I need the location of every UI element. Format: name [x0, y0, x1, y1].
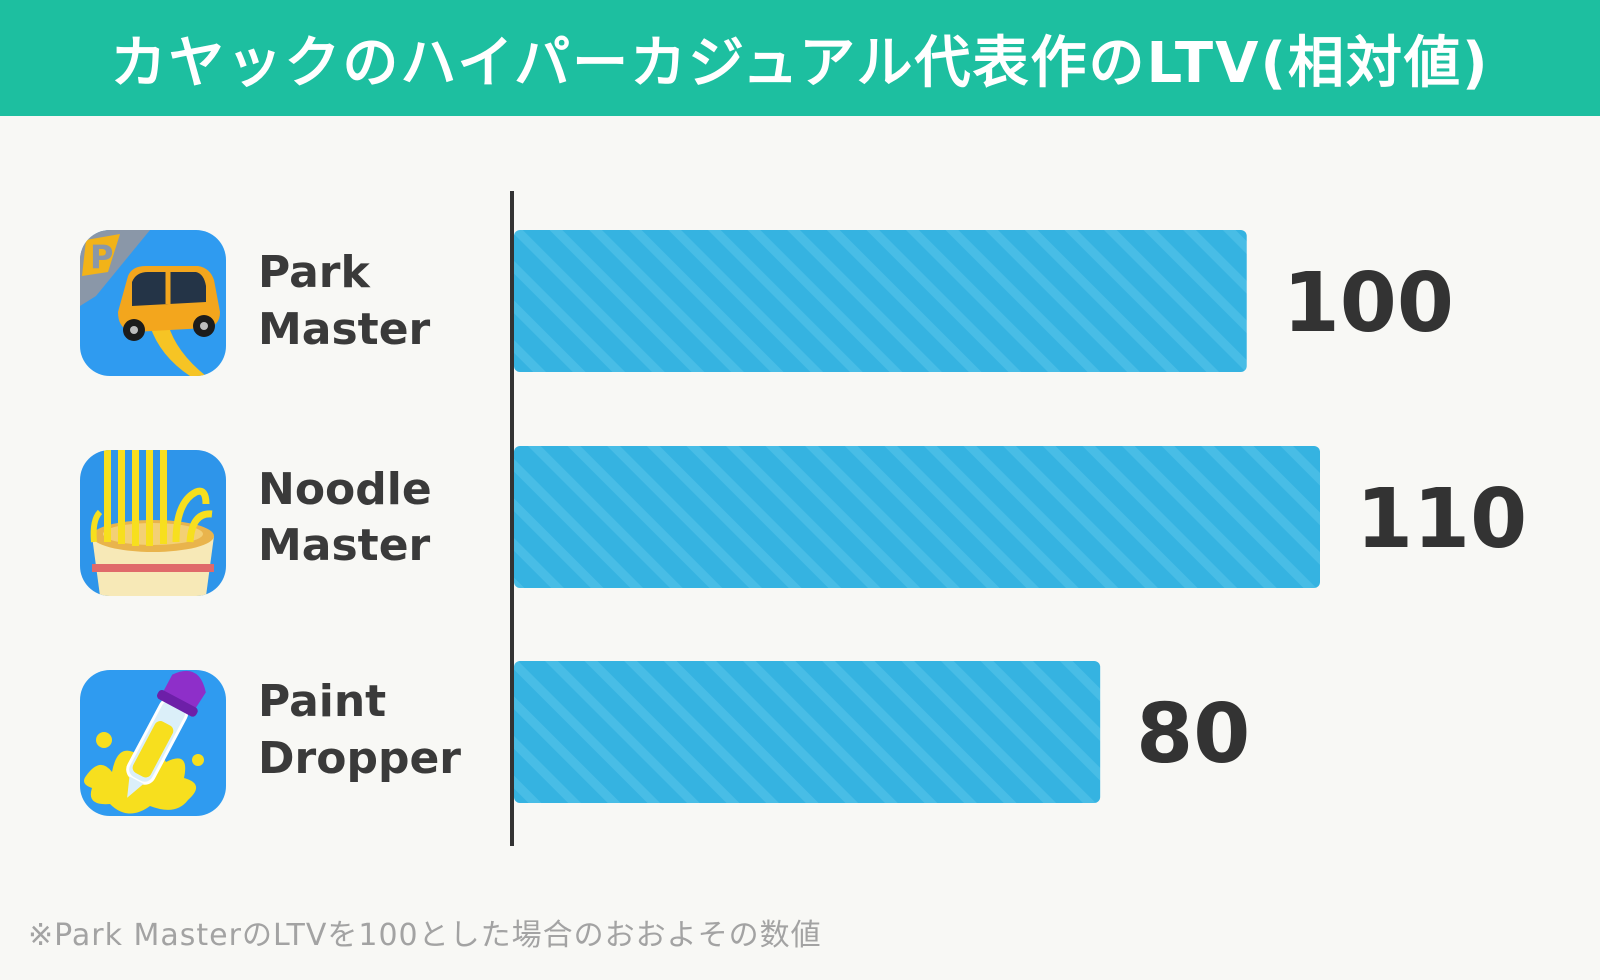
bars-layer: 100 110 80 [514, 230, 1527, 803]
bar-park-master [514, 230, 1247, 372]
bar-noodle-master [514, 446, 1320, 588]
bar-paint-dropper [514, 661, 1101, 803]
footnote: ※Park MasterのLTVを100とした場合のおおよその数値 [28, 918, 822, 953]
paint-dropper-app-icon [80, 670, 226, 816]
svg-text:P: P [90, 238, 113, 276]
car-parking-app-icon: P [80, 230, 226, 376]
bar-chart: P [80, 191, 1527, 846]
value-label-park-master: 100 [1283, 256, 1454, 351]
noodle-cup-app-icon [80, 450, 226, 596]
chart-title: カヤックのハイパーカジュアル代表作のLTV(相対値) [110, 30, 1490, 96]
category-label-paint-dropper: Paint Dropper [258, 676, 461, 784]
category-label-park-master: Park Master [258, 247, 431, 355]
value-label-paint-dropper: 80 [1136, 687, 1250, 782]
category-label-noodle-master: Noodle Master [258, 464, 447, 571]
value-label-noodle-master: 110 [1356, 472, 1527, 567]
title-bar: カヤックのハイパーカジュアル代表作のLTV(相対値) [0, 0, 1600, 116]
